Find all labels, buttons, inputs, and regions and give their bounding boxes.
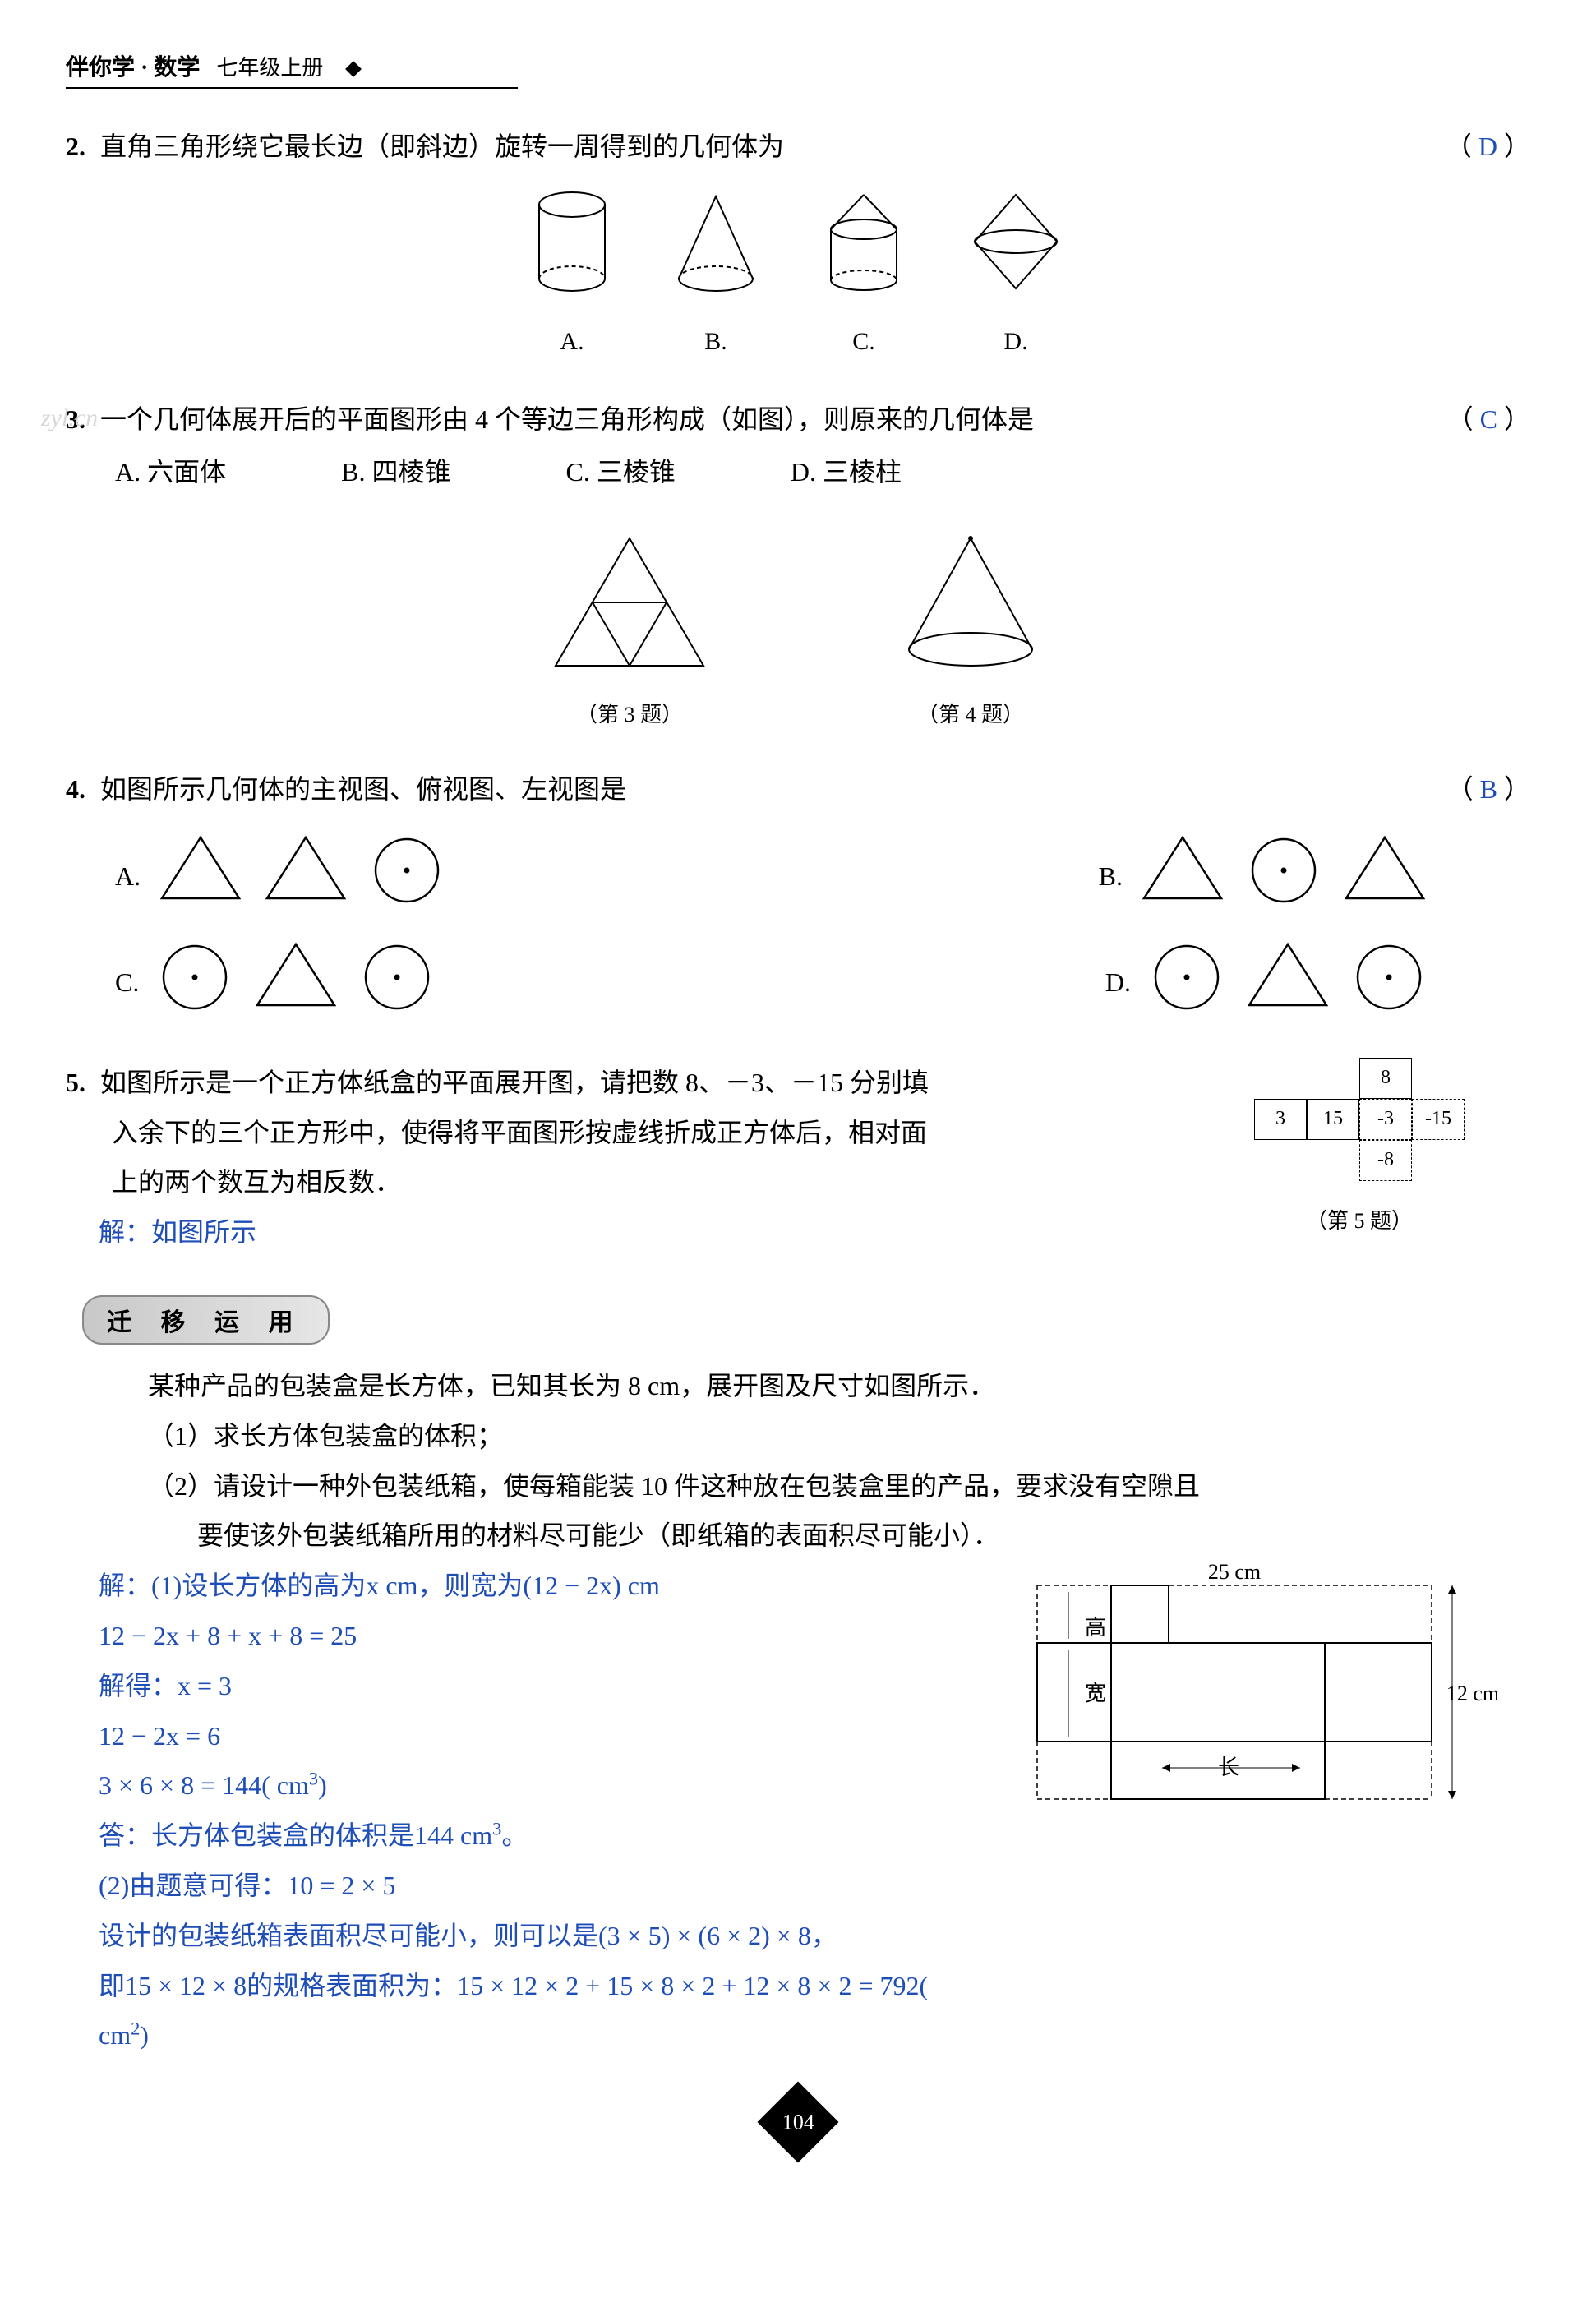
- book-subtitle: 七年级上册: [216, 51, 323, 81]
- q4-number: 4.: [66, 764, 85, 814]
- solution-line: 3 × 6 × 8 = 144( cm3): [99, 1760, 970, 1811]
- q4-option-label: A.: [115, 851, 141, 902]
- solution-line: 12 − 2x + 8 + x + 8 = 25: [99, 1611, 970, 1661]
- triangle-icon: [1137, 831, 1228, 905]
- q2-choice-a: A.: [527, 318, 617, 365]
- question-3: zyl.cn 3. 一个几何体展开后的平面图形由 4 个等边三角形构成（如图），…: [66, 394, 1530, 736]
- q4-option: C.: [115, 938, 438, 1028]
- q2-choice-c: C.: [814, 318, 913, 365]
- net-cell: -15: [1412, 1099, 1465, 1140]
- q5-text-l1: 如图所示是一个正方体纸盒的平面展开图，请把数 8、－3、－15 分别填: [100, 1058, 1234, 1108]
- q3-opt-a: A. 六面体: [115, 447, 226, 497]
- question-2: 2. 直角三角形绕它最长边（即斜边）旋转一周得到的几何体为 （ D ） A. B…: [66, 122, 1530, 365]
- solution-line: 答：长方体包装盒的体积是144 cm3。: [99, 1811, 970, 1861]
- solution-line: (2)由题意可得：10 = 2 × 5: [99, 1861, 970, 1911]
- q2-text: 直角三角形绕它最长边（即斜边）旋转一周得到的几何体为: [100, 122, 1446, 172]
- net-cell: -3: [1359, 1099, 1412, 1140]
- watermark: zyl.cn: [41, 394, 98, 441]
- q3-opt-b: B. 四棱锥: [341, 447, 450, 497]
- cone-icon: [667, 188, 765, 295]
- transfer-problem: 某种产品的包装盒是长方体，已知其长为 8 cm，展开图及尺寸如图所示． （1）求…: [66, 1361, 1530, 2060]
- circle-dot-icon: [356, 938, 438, 1012]
- q3-opt-d: D. 三棱柱: [791, 447, 902, 497]
- svg-text:宽: 宽: [1085, 1682, 1106, 1705]
- question-4: 4. 如图所示几何体的主视图、俯视图、左视图是 （ B ） A. B. C. D.: [66, 764, 1530, 1027]
- net-cell: -8: [1359, 1140, 1412, 1181]
- q5-text-l3: 上的两个数互为相反数．: [112, 1157, 1234, 1207]
- circle-dot-icon: [366, 831, 448, 905]
- transfer-part1: （1）求长方体包装盒的体积；: [148, 1411, 1530, 1461]
- triangle-icon: [1243, 938, 1333, 1012]
- q3-opt-c: C. 三棱锥: [565, 447, 675, 497]
- q2-number: 2.: [66, 122, 85, 172]
- cone-on-cylinder-icon: [814, 188, 913, 295]
- transfer-solution: 解：(1)设长方体的高为x cm，则宽为(12 − 2x) cm12 − 2x …: [99, 1561, 970, 2060]
- q3-answer: （ C ）: [1447, 394, 1530, 445]
- transfer-intro: 某种产品的包装盒是长方体，已知其长为 8 cm，展开图及尺寸如图所示．: [148, 1361, 1530, 1411]
- unfold-diagram: 25 cm 12 cm 高 宽 长: [971, 1561, 1497, 1828]
- svg-text:12 cm: 12 cm: [1446, 1682, 1497, 1705]
- q4-text: 如图所示几何体的主视图、俯视图、左视图是: [100, 764, 1447, 814]
- q2-choice-d: D.: [962, 318, 1069, 365]
- triangle-net-icon: [547, 530, 712, 670]
- triangle-icon: [155, 831, 246, 905]
- q5-number: 5.: [66, 1058, 85, 1108]
- cube-net: 8 3 15 -3 -15 -8 （第 5 题）: [1254, 1058, 1465, 1241]
- diamond-icon: [345, 61, 362, 77]
- triangle-icon: [251, 938, 341, 1012]
- transfer-part2a: （2）请设计一种外包装纸箱，使每箱能装 10 件这种放在包装盒里的产品，要求没有…: [148, 1461, 1530, 1511]
- cylinder-icon: [527, 188, 617, 295]
- q4-option: B.: [1099, 831, 1430, 921]
- q4-option-label: D.: [1105, 957, 1131, 1008]
- circle-dot-icon: [154, 938, 236, 1012]
- circle-dot-icon: [1348, 938, 1430, 1012]
- net-cell: 3: [1254, 1099, 1307, 1140]
- circle-dot-icon: [1243, 831, 1325, 905]
- solution-line: 12 − 2x = 6: [99, 1711, 970, 1761]
- svg-text:25 cm: 25 cm: [1208, 1561, 1261, 1584]
- q4-option: A.: [115, 831, 448, 921]
- triangle-icon: [261, 831, 351, 905]
- q2-answer: （ D ）: [1446, 122, 1530, 172]
- solution-line: 设计的包装纸箱表面积尽可能小，则可以是(3 × 5) × (6 × 2) × 8…: [99, 1911, 970, 1961]
- q4-answer: （ B ）: [1447, 764, 1530, 814]
- page-number-diamond-icon: 104: [758, 2082, 839, 2163]
- page-header: 伴你学 · 数学 七年级上册: [66, 49, 518, 89]
- q4-option: D.: [1105, 938, 1430, 1028]
- q2-choice-b: B.: [667, 318, 765, 365]
- circle-dot-icon: [1146, 938, 1228, 1012]
- q5-solution: 解：如图所示: [99, 1207, 1234, 1257]
- page-footer: 104: [66, 2093, 1530, 2151]
- q5-text-l2: 入余下的三个正方形中，使得将平面图形按虚线折成正方体后，相对面: [112, 1108, 1234, 1158]
- transfer-part2b: 要使该外包装纸箱所用的材料尽可能少（即纸箱的表面积尽可能小）．: [197, 1511, 1530, 1561]
- q4-caption: （第 4 题）: [893, 694, 1049, 735]
- solution-line: 解得：x = 3: [99, 1661, 970, 1711]
- book-title: 伴你学 · 数学: [66, 49, 200, 82]
- triangle-icon: [1340, 831, 1430, 905]
- solution-line: 解：(1)设长方体的高为x cm，则宽为(12 − 2x) cm: [99, 1561, 970, 1611]
- cone-figure-icon: [893, 530, 1049, 670]
- question-5: 5. 如图所示是一个正方体纸盒的平面展开图，请把数 8、－3、－15 分别填 入…: [66, 1058, 1530, 1257]
- q4-option-label: B.: [1099, 851, 1123, 902]
- q3-caption: （第 3 题）: [547, 694, 712, 735]
- net-cell: 8: [1359, 1058, 1412, 1099]
- svg-text:高: 高: [1085, 1616, 1106, 1640]
- q3-text: 一个几何体展开后的平面图形由 4 个等边三角形构成（如图），则原来的几何体是: [100, 394, 1447, 445]
- q2-figures: A. B. C. D.: [66, 188, 1530, 365]
- q3-options: A. 六面体 B. 四棱锥 C. 三棱锥 D. 三棱柱: [115, 447, 1530, 497]
- solution-line: 即15 × 12 × 8的规格表面积为：15 × 12 × 2 + 15 × 8…: [99, 1961, 970, 2061]
- page-number: 104: [782, 2110, 814, 2134]
- q4-option-label: C.: [115, 957, 139, 1008]
- net-cell: 15: [1307, 1099, 1359, 1140]
- q5-caption: （第 5 题）: [1254, 1201, 1465, 1241]
- section-badge: 迁 移 运 用: [82, 1295, 330, 1345]
- bicone-icon: [962, 188, 1069, 295]
